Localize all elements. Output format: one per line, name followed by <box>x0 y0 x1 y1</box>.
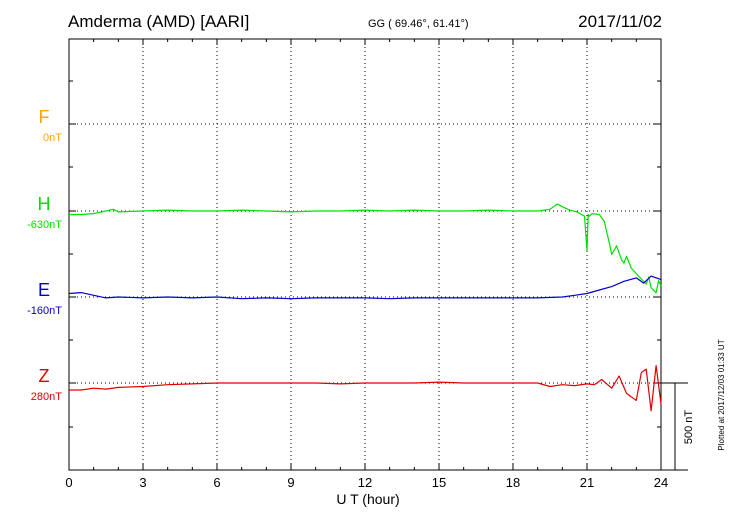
series-baseline-H: -630nT <box>27 219 62 231</box>
x-tick-label-24: 24 <box>654 475 668 490</box>
series-baseline-Z: 280nT <box>31 391 62 403</box>
scale-bar-label: 500 nT <box>683 410 695 445</box>
series-name-Z: Z <box>39 366 50 386</box>
x-axis-label: U T (hour) <box>336 491 399 507</box>
series-line-Z <box>69 365 662 412</box>
x-tick-label-0: 0 <box>65 475 72 490</box>
series-name-E: E <box>38 280 50 300</box>
series-baseline-E: -160nT <box>27 305 62 317</box>
x-tick-label-3: 3 <box>139 475 146 490</box>
ticks-layer: 0 3 6 9 12 15 18 21 24 <box>65 39 668 490</box>
series-name-H: H <box>38 194 51 214</box>
x-tick-label-6: 6 <box>213 475 220 490</box>
date-label: 2017/11/02 <box>578 12 662 31</box>
series-name-F: F <box>39 107 50 127</box>
x-tick-label-12: 12 <box>358 475 372 490</box>
plotted-timestamp: Plotted at 2017/12/03 01:33 UT <box>717 339 726 450</box>
scale-bar: 500 nT <box>661 382 695 471</box>
series-layer <box>68 203 662 412</box>
x-tick-label-21: 21 <box>580 475 594 490</box>
series-baseline-F: 0nT <box>43 132 62 144</box>
grid-layer <box>142 39 588 470</box>
coordinates-label: GG ( 69.46°, 61.41°) <box>368 18 469 30</box>
x-tick-label-9: 9 <box>287 475 294 490</box>
series-line-H <box>69 203 662 294</box>
station-title: Amderma (AMD) [AARI] <box>68 12 249 31</box>
labels-layer: F 0nT H -630nT E -160nT Z 280nT <box>27 107 62 403</box>
x-tick-label-15: 15 <box>432 475 446 490</box>
x-tick-label-18: 18 <box>506 475 520 490</box>
series-line-E <box>68 275 662 300</box>
